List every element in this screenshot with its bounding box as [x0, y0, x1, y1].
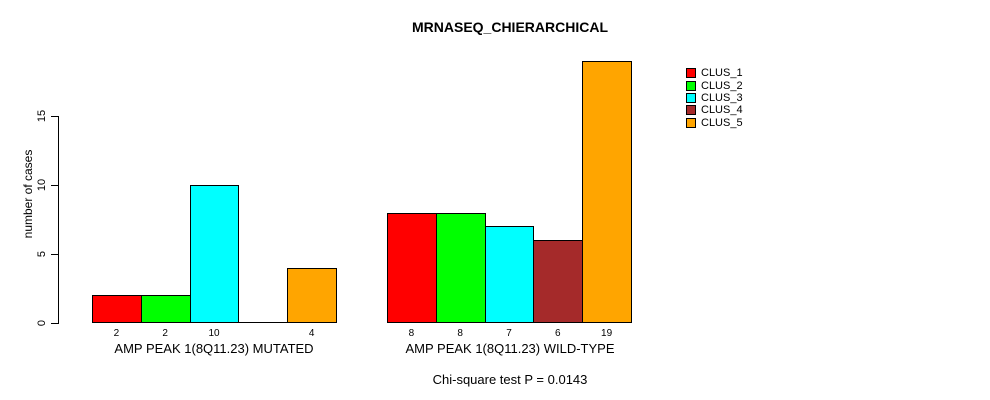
legend: CLUS_1 CLUS_2 CLUS_3 CLUS_4 CLUS_5 — [686, 67, 743, 129]
y-tick-label-5: 5 — [36, 250, 48, 258]
bar-clus_5-wild-type — [582, 61, 632, 323]
legend-item-label: CLUS_2 — [701, 79, 743, 92]
legend-color-swatch — [686, 105, 696, 116]
group-label-mutated: AMP PEAK 1(8Q11.23) MUTATED — [114, 341, 314, 356]
legend-item-label: CLUS_5 — [701, 116, 743, 129]
y-tick-5 — [51, 253, 58, 255]
bar-clus_4-mutated — [238, 322, 289, 323]
legend-color-swatch — [686, 117, 696, 128]
chi-square-annotation: Chi-square test P = 0.0143 — [432, 372, 588, 387]
bar-clus_2-mutated — [140, 295, 191, 323]
bar-value-label-clus_3-mutated: 10 — [208, 328, 220, 339]
bar-value-label-clus_1-wild-type: 8 — [408, 328, 415, 339]
legend-item-clus_5: CLUS_5 — [686, 117, 743, 129]
bar-clus_1-wild-type — [387, 213, 437, 323]
legend-item-clus_1: CLUS_1 — [686, 67, 743, 79]
legend-item-label: CLUS_4 — [701, 104, 743, 117]
bar-value-label-clus_2-mutated: 2 — [162, 328, 168, 339]
legend-item-label: CLUS_1 — [701, 67, 743, 80]
bar-value-label-clus_1-mutated: 2 — [113, 328, 120, 339]
bar-clus_5-mutated — [287, 268, 337, 323]
bar-value-label-clus_4-wild-type: 6 — [555, 328, 561, 339]
bar-clus_3-wild-type — [484, 226, 535, 323]
y-tick-15 — [51, 115, 58, 117]
legend-color-swatch — [686, 80, 696, 91]
bar-value-label-clus_5-wild-type: 19 — [601, 328, 613, 339]
bar-clus_2-wild-type — [435, 213, 486, 323]
bar-clus_3-mutated — [189, 185, 240, 323]
legend-item-label: CLUS_3 — [701, 91, 743, 104]
legend-item-clus_3: CLUS_3 — [686, 92, 743, 104]
y-tick-0 — [51, 322, 58, 324]
y-axis-label: number of cases — [21, 149, 35, 239]
y-tick-label-15: 15 — [36, 109, 48, 123]
chart-title: MRNASEQ_CHIERARCHICAL — [411, 19, 609, 35]
legend-item-clus_4: CLUS_4 — [686, 104, 743, 116]
y-axis-line — [58, 116, 59, 324]
y-tick-label-10: 10 — [36, 178, 48, 192]
legend-color-swatch — [686, 68, 696, 79]
bar-clus_1-mutated — [92, 295, 142, 323]
legend-item-clus_2: CLUS_2 — [686, 79, 743, 92]
group-label-wild-type: AMP PEAK 1(8Q11.23) WILD-TYPE — [405, 341, 615, 356]
bar-value-label-clus_5-mutated: 4 — [308, 328, 315, 339]
y-tick-10 — [51, 184, 58, 186]
y-tick-label-0: 0 — [36, 319, 48, 327]
bar-value-label-clus_2-wild-type: 8 — [457, 328, 463, 339]
legend-color-swatch — [686, 92, 696, 103]
bar-value-label-clus_3-wild-type: 7 — [506, 328, 512, 339]
bar-clus_4-wild-type — [533, 240, 584, 323]
